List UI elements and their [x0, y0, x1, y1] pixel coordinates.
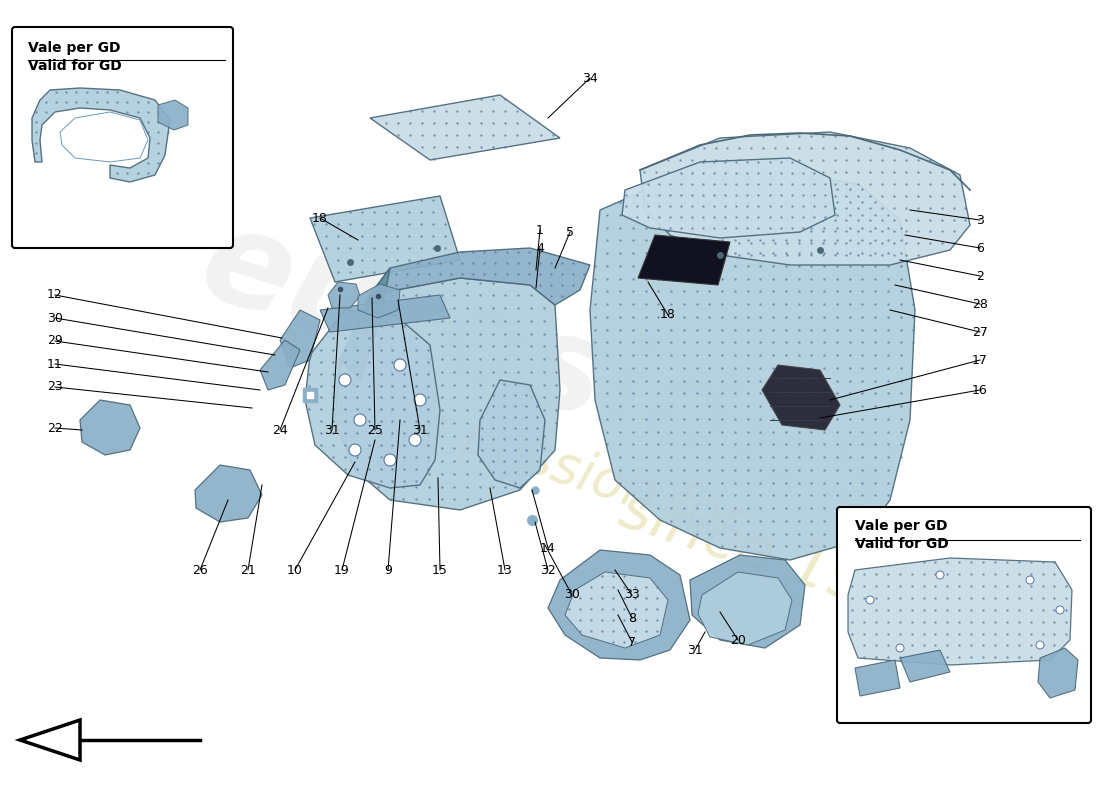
Text: 32: 32: [540, 563, 556, 577]
Text: 8: 8: [628, 611, 636, 625]
FancyBboxPatch shape: [12, 27, 233, 248]
Circle shape: [394, 359, 406, 371]
Polygon shape: [80, 400, 140, 455]
Circle shape: [354, 414, 366, 426]
Text: 31: 31: [688, 643, 703, 657]
Text: 2: 2: [976, 270, 983, 282]
Text: 19: 19: [334, 563, 350, 577]
Polygon shape: [900, 650, 950, 682]
Polygon shape: [310, 196, 460, 282]
Text: 4: 4: [536, 242, 543, 254]
Text: 18: 18: [660, 309, 675, 322]
Text: Valid for GD: Valid for GD: [28, 59, 122, 73]
Text: 20: 20: [730, 634, 746, 646]
Text: 31: 31: [1077, 682, 1093, 694]
Polygon shape: [260, 340, 300, 390]
Text: Vale per GD: Vale per GD: [855, 519, 947, 533]
Circle shape: [339, 374, 351, 386]
Polygon shape: [20, 720, 80, 760]
Circle shape: [1036, 641, 1044, 649]
Text: since 1985: since 1985: [613, 480, 948, 640]
Polygon shape: [698, 572, 792, 645]
Text: 5: 5: [566, 226, 574, 238]
Polygon shape: [370, 248, 590, 305]
Text: 27: 27: [972, 326, 988, 338]
Text: 25: 25: [367, 423, 383, 437]
Polygon shape: [336, 278, 560, 510]
Text: 24: 24: [272, 423, 288, 437]
Text: 23: 23: [47, 381, 63, 394]
Text: 37: 37: [847, 695, 862, 709]
Polygon shape: [195, 465, 262, 522]
Text: Vale per GD: Vale per GD: [28, 41, 121, 55]
Circle shape: [409, 434, 421, 446]
Text: 12: 12: [47, 289, 63, 302]
Polygon shape: [640, 132, 970, 265]
Polygon shape: [1038, 648, 1078, 698]
Text: 7: 7: [628, 635, 636, 649]
Polygon shape: [370, 95, 560, 160]
Polygon shape: [280, 310, 320, 368]
Polygon shape: [548, 550, 690, 660]
Text: 11: 11: [47, 358, 63, 370]
Text: 10: 10: [287, 563, 303, 577]
Text: 1: 1: [536, 223, 543, 237]
Text: 35: 35: [37, 171, 53, 185]
Circle shape: [384, 454, 396, 466]
Text: a passion for...: a passion for...: [409, 396, 791, 564]
Polygon shape: [358, 284, 400, 318]
Circle shape: [349, 444, 361, 456]
Text: 30: 30: [47, 311, 63, 325]
Text: 31: 31: [324, 423, 340, 437]
Text: 28: 28: [972, 298, 988, 310]
Polygon shape: [848, 558, 1072, 665]
Text: 6: 6: [1081, 658, 1089, 671]
Text: 17: 17: [972, 354, 988, 366]
Polygon shape: [855, 660, 900, 696]
Text: 33: 33: [624, 589, 640, 602]
Text: 3: 3: [976, 214, 983, 226]
Polygon shape: [762, 365, 840, 430]
Polygon shape: [328, 282, 360, 308]
Text: 31: 31: [847, 674, 862, 686]
Text: 16: 16: [972, 383, 988, 397]
Text: Valid for GD: Valid for GD: [855, 537, 948, 551]
Circle shape: [936, 571, 944, 579]
Polygon shape: [690, 555, 805, 648]
Polygon shape: [320, 295, 450, 332]
Text: 6: 6: [976, 242, 983, 254]
Text: 30: 30: [564, 589, 580, 602]
Text: eurosides: eurosides: [185, 198, 915, 542]
Polygon shape: [305, 310, 440, 488]
Polygon shape: [340, 268, 390, 380]
Text: 21: 21: [240, 563, 256, 577]
Polygon shape: [478, 380, 544, 488]
Circle shape: [1056, 606, 1064, 614]
Text: 15: 15: [432, 563, 448, 577]
Text: 29: 29: [47, 334, 63, 347]
Text: 34: 34: [582, 71, 598, 85]
FancyBboxPatch shape: [837, 507, 1091, 723]
Polygon shape: [32, 88, 170, 182]
Text: 13: 13: [497, 563, 513, 577]
Circle shape: [414, 394, 426, 406]
Polygon shape: [638, 235, 730, 285]
Text: 18: 18: [312, 211, 328, 225]
Polygon shape: [590, 172, 915, 560]
Polygon shape: [565, 572, 668, 648]
Text: 26: 26: [192, 563, 208, 577]
Polygon shape: [60, 112, 148, 162]
Text: 31: 31: [412, 423, 428, 437]
Text: 14: 14: [540, 542, 556, 554]
Polygon shape: [158, 100, 188, 130]
Circle shape: [1026, 576, 1034, 584]
Circle shape: [866, 596, 874, 604]
Text: 22: 22: [47, 422, 63, 434]
Text: 9: 9: [384, 563, 392, 577]
Polygon shape: [621, 158, 835, 238]
Circle shape: [896, 644, 904, 652]
Text: 36: 36: [1077, 703, 1093, 717]
